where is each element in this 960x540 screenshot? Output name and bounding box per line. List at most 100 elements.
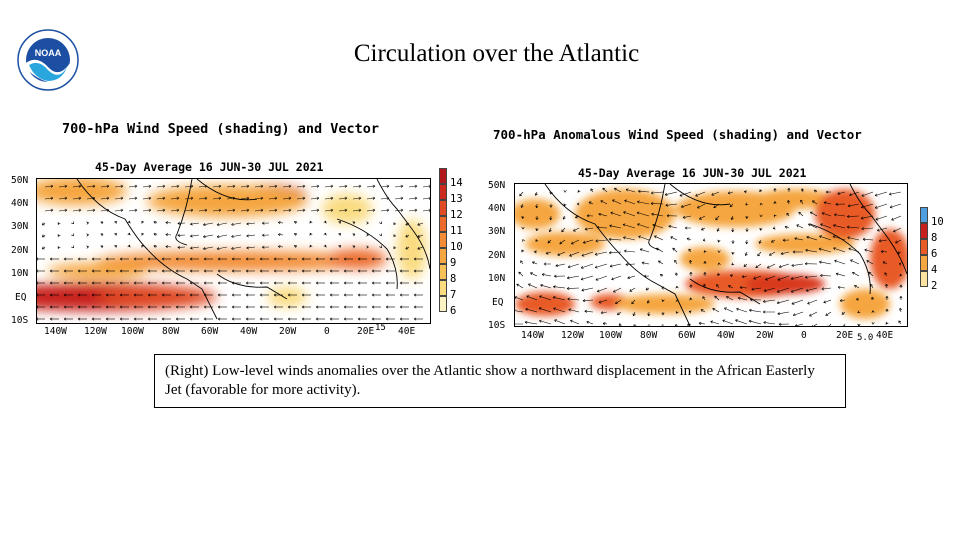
- wind-vector-head: [203, 293, 207, 297]
- wind-vector: [728, 285, 734, 289]
- lon-label: 20E: [836, 330, 854, 341]
- wind-vector-head: [175, 293, 179, 297]
- wind-vector-head: [294, 245, 297, 248]
- wind-vector-head: [372, 208, 376, 212]
- wind-vector-head: [625, 262, 629, 266]
- wind-vector-head: [114, 232, 117, 236]
- wind-vector: [44, 197, 54, 200]
- wind-vector-head: [162, 208, 166, 212]
- wind-vector-head: [608, 237, 612, 241]
- wind-vector: [703, 283, 706, 289]
- wind-vector-head: [808, 223, 811, 227]
- wind-vector: [114, 185, 124, 188]
- wind-vector-head: [823, 201, 827, 205]
- wind-vector: [567, 298, 580, 301]
- wind-vector-head: [810, 211, 813, 215]
- wind-vector-head: [762, 310, 766, 314]
- wind-vector-head: [119, 293, 123, 297]
- wind-vector-head: [871, 321, 875, 325]
- wind-vector: [567, 287, 580, 289]
- wind-vector-head: [177, 221, 181, 225]
- wind-vector-head: [148, 208, 152, 212]
- wind-vector: [866, 260, 874, 265]
- wind-vector-head: [120, 184, 124, 188]
- wind-vector: [812, 200, 818, 205]
- wind-vector: [800, 199, 804, 205]
- lon-label: 140W: [44, 326, 67, 337]
- colorbar-swatch: [920, 239, 928, 255]
- wind-vector-head: [175, 269, 179, 273]
- wind-vector: [581, 251, 594, 257]
- wind-vector-head: [744, 190, 747, 194]
- colorbar-swatch: [439, 280, 447, 296]
- wind-vector-head: [813, 189, 817, 193]
- wind-vector: [847, 215, 860, 217]
- wind-vector-head: [825, 190, 829, 194]
- wind-vector: [528, 283, 538, 289]
- wind-vector: [861, 203, 874, 208]
- wind-vector: [575, 215, 580, 218]
- wind-vector: [668, 225, 678, 229]
- lat-label: 10S: [488, 320, 506, 331]
- wind-vector-head: [428, 208, 430, 212]
- wind-vector-head: [260, 184, 264, 188]
- wind-vector-head: [218, 184, 222, 188]
- wind-vector: [794, 323, 804, 326]
- wind-vector-head: [385, 293, 389, 297]
- wind-vector: [861, 191, 874, 197]
- wind-vector: [596, 227, 608, 229]
- wind-vector-head: [372, 184, 376, 188]
- wind-vector: [156, 185, 166, 188]
- colorbar-label: 9: [450, 257, 457, 269]
- wind-vector: [226, 197, 236, 200]
- wind-vector-head: [246, 196, 250, 200]
- wind-vector-head: [400, 196, 404, 200]
- wind-vector-head: [763, 289, 767, 292]
- wind-vector-head: [120, 208, 124, 212]
- wind-vector-head: [637, 223, 640, 227]
- wind-vector: [408, 197, 418, 200]
- wind-vector-head: [741, 275, 745, 279]
- wind-vector: [818, 248, 832, 253]
- wind-vector-head: [899, 284, 903, 288]
- wind-vector-head: [301, 269, 305, 273]
- wind-vector-head: [609, 224, 612, 228]
- wind-vector-head: [278, 221, 281, 225]
- wind-vector: [417, 222, 424, 226]
- wind-vector-head: [794, 324, 797, 326]
- wind-vector: [697, 203, 706, 209]
- wind-vector-head: [127, 220, 131, 224]
- wind-vector-head: [63, 257, 67, 261]
- wind-vector: [525, 308, 538, 313]
- wind-vector: [296, 185, 306, 188]
- wind-vector-head: [885, 322, 889, 325]
- wind-vector-head: [898, 320, 902, 324]
- wind-vector-head: [338, 245, 342, 248]
- wind-vector-head: [259, 281, 263, 285]
- left-wind-vectors: [37, 184, 430, 321]
- wind-vector-head: [92, 196, 96, 200]
- wind-vector-head: [818, 247, 822, 251]
- wind-vector-head: [861, 193, 865, 197]
- wind-vector: [702, 296, 706, 301]
- wind-vector: [623, 237, 636, 241]
- wind-vector-head: [868, 271, 872, 275]
- wind-vector-head: [246, 208, 250, 212]
- wind-vector: [837, 286, 846, 289]
- wind-vector-head: [674, 259, 677, 263]
- wind-vector: [240, 197, 250, 200]
- wind-vector: [190, 222, 200, 225]
- wind-vector-head: [759, 189, 763, 193]
- wind-vector-head: [889, 205, 893, 209]
- wind-vector-head: [245, 281, 249, 285]
- wind-vector-head: [553, 285, 556, 289]
- wind-vector: [639, 248, 650, 253]
- wind-vector-head: [617, 312, 620, 316]
- wind-vector: [545, 251, 552, 254]
- wind-vector-head: [231, 257, 235, 261]
- wind-vector: [763, 287, 776, 292]
- wind-vector: [352, 209, 362, 212]
- wind-vector-head: [147, 257, 151, 261]
- wind-vector: [553, 307, 566, 313]
- wind-vector-head: [787, 200, 791, 203]
